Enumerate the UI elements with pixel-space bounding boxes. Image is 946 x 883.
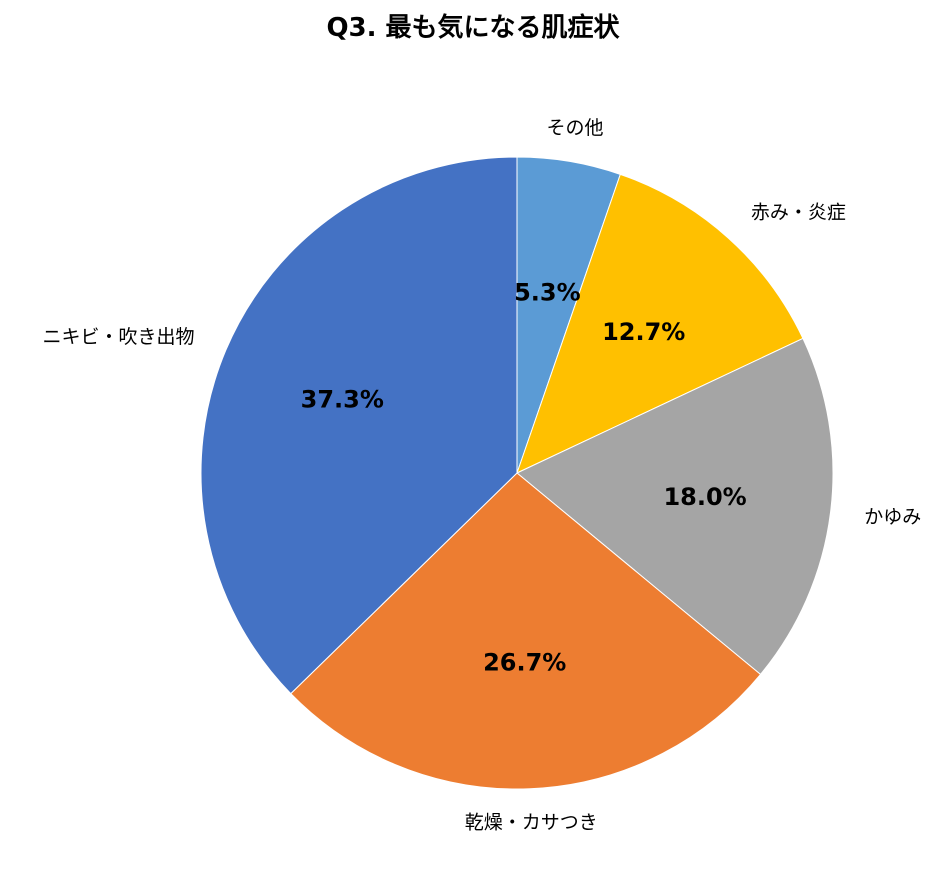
slice-category-label: 乾燥・カサつき (465, 812, 598, 834)
slice-data-label: 37.3% (301, 385, 384, 413)
slice-category-label: かゆみ (864, 506, 921, 528)
slice-data-label: 26.7% (483, 648, 566, 676)
pie-slice (516, 337, 834, 676)
slice-data-label: 5.3% (514, 278, 581, 306)
pie-slice (516, 173, 804, 474)
slice-data-label: 18.0% (663, 483, 746, 511)
pie-slice (290, 472, 762, 790)
slice-data-label: 12.7% (602, 318, 685, 346)
slice-category-label: その他 (546, 117, 603, 139)
chart-title: Q3. 最も気になる肌症状 (326, 13, 620, 43)
slice-category-label: ニキビ・吹き出物 (42, 326, 194, 348)
pie-slice (200, 156, 518, 695)
slice-category-label: 赤み・炎症 (751, 202, 846, 224)
